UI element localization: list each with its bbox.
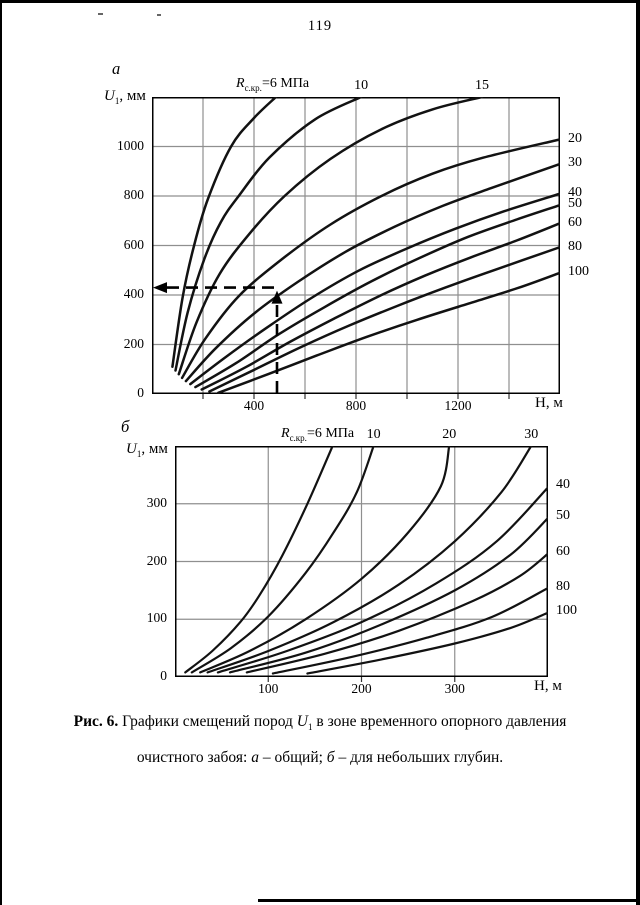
chart-a-y-tick-600: 600	[123, 236, 144, 252]
chart-a-y-tick-200: 200	[123, 335, 144, 351]
caption-panel-a-ref: а	[251, 749, 259, 767]
y-var-sub: 1	[114, 96, 120, 106]
chart-a-curve-label-50: 50	[568, 196, 582, 212]
figure-caption: Рис. 6. Графики смещений пород U1 в зоне…	[0, 712, 640, 779]
chart-b-plot-area	[175, 446, 548, 682]
chart-a-curve-label-40: 40	[568, 185, 582, 200]
chart-a-y-tick-0: 0	[137, 385, 144, 400]
chart-b-curve-label-20: 20	[442, 427, 457, 442]
chart-b-curve-label-30: 30	[524, 427, 539, 442]
chart-b-r-curve-label: Rс.кр.=6 МПа	[281, 426, 354, 443]
panel-b-label: б	[121, 417, 130, 436]
scan-edge-top	[0, 0, 640, 3]
chart-a-x-tick-1200: 1200	[444, 398, 472, 413]
chart-b-y-tick-0: 0	[160, 668, 167, 683]
caption-text: очистного забоя:	[136, 749, 252, 767]
chart-a-y-axis-label: U1, мм	[104, 88, 146, 106]
chart-a-r-curve-label: Rс.кр.=6 МПа	[236, 76, 309, 93]
chart-b-x-tick-100: 100	[258, 681, 279, 696]
chart-b-x-tick-200: 200	[351, 681, 372, 696]
y-var-sub: 1	[136, 449, 142, 459]
chart-b-y-axis-label: U1, мм	[126, 441, 168, 459]
scan-speck	[157, 14, 161, 16]
r-var-sub: с.кр.	[244, 82, 262, 93]
chart-b-x-axis-label: Н, м	[534, 678, 562, 694]
chart-b-curve-label-50: 50	[556, 508, 570, 523]
caption-line-1: Рис. 6. Графики смещений пород U1 в зоне…	[0, 712, 640, 737]
chart-a-curve-label-10: 10	[354, 78, 369, 93]
caption-u-var: U	[296, 713, 308, 730]
chart-b-curve-label-80: 80	[556, 578, 570, 594]
chart-b-y-tick-200: 200	[146, 552, 167, 568]
chart-a-y-tick-1000: 1000	[117, 137, 144, 153]
chart-b-canvas	[175, 446, 548, 682]
chart-a-curve-label-60: 60	[568, 214, 582, 230]
caption-text: Графики смещений пород	[118, 713, 297, 730]
chart-b-y-tick-100: 100	[146, 610, 167, 626]
chart-a-y-tick-400: 400	[123, 286, 144, 301]
chart-b-curve-label-40: 40	[556, 477, 570, 493]
scan-edge-left	[0, 0, 2, 905]
figure-number: Рис. 6.	[73, 713, 119, 730]
r-value: =6 МПа	[306, 426, 355, 441]
y-unit: , мм	[119, 88, 146, 104]
chart-a-curve-label-100: 100	[568, 264, 589, 280]
scan-edge-bottom	[258, 899, 640, 902]
chart-a-canvas	[152, 97, 560, 399]
r-var-sub: с.кр.	[289, 432, 307, 443]
annotation-arrow-left	[153, 282, 167, 294]
chart-a-x-tick-800: 800	[345, 398, 367, 413]
r-value: =6 МПа	[261, 76, 310, 91]
chart-b-y-tick-300: 300	[146, 494, 167, 510]
chart-a-x-axis-label: Н, м	[535, 395, 563, 411]
scan-edge-right	[636, 0, 640, 905]
chart-a-curve-label-30: 30	[568, 155, 582, 171]
chart-b-curve-label-100: 100	[556, 603, 577, 619]
y-unit: , мм	[141, 441, 168, 457]
chart-a-curve-label-15: 15	[475, 78, 489, 93]
caption-text: в зоне временного опорного давления	[312, 713, 567, 730]
chart-a-x-tick-400: 400	[243, 398, 265, 413]
r-var: R	[236, 76, 245, 91]
caption-text: – общий;	[258, 749, 327, 767]
r-var: R	[281, 426, 290, 441]
chart-b-curve-label-60: 60	[556, 543, 570, 559]
annotation-arrow-up	[271, 290, 283, 304]
scan-speck	[98, 13, 103, 15]
chart-a-curve-label-80: 80	[568, 238, 582, 254]
y-var: U	[126, 441, 137, 457]
chart-a-curve-label-20: 20	[568, 130, 582, 146]
y-var: U	[104, 88, 115, 104]
panel-a-label: а	[112, 59, 121, 78]
caption-line-2: очистного забоя: а – общий; б – для небо…	[0, 748, 640, 768]
chart-a-y-tick-800: 800	[123, 187, 144, 202]
caption-u-sub: 1	[308, 722, 313, 733]
page-number: 119	[307, 18, 333, 34]
caption-panel-b-ref: б	[326, 749, 335, 767]
chart-a-plot-area	[152, 97, 560, 399]
chart-b-x-tick-300: 300	[444, 681, 465, 696]
caption-text: – для небольших глубин.	[334, 749, 504, 767]
chart-b-curve-label-10: 10	[366, 427, 381, 442]
